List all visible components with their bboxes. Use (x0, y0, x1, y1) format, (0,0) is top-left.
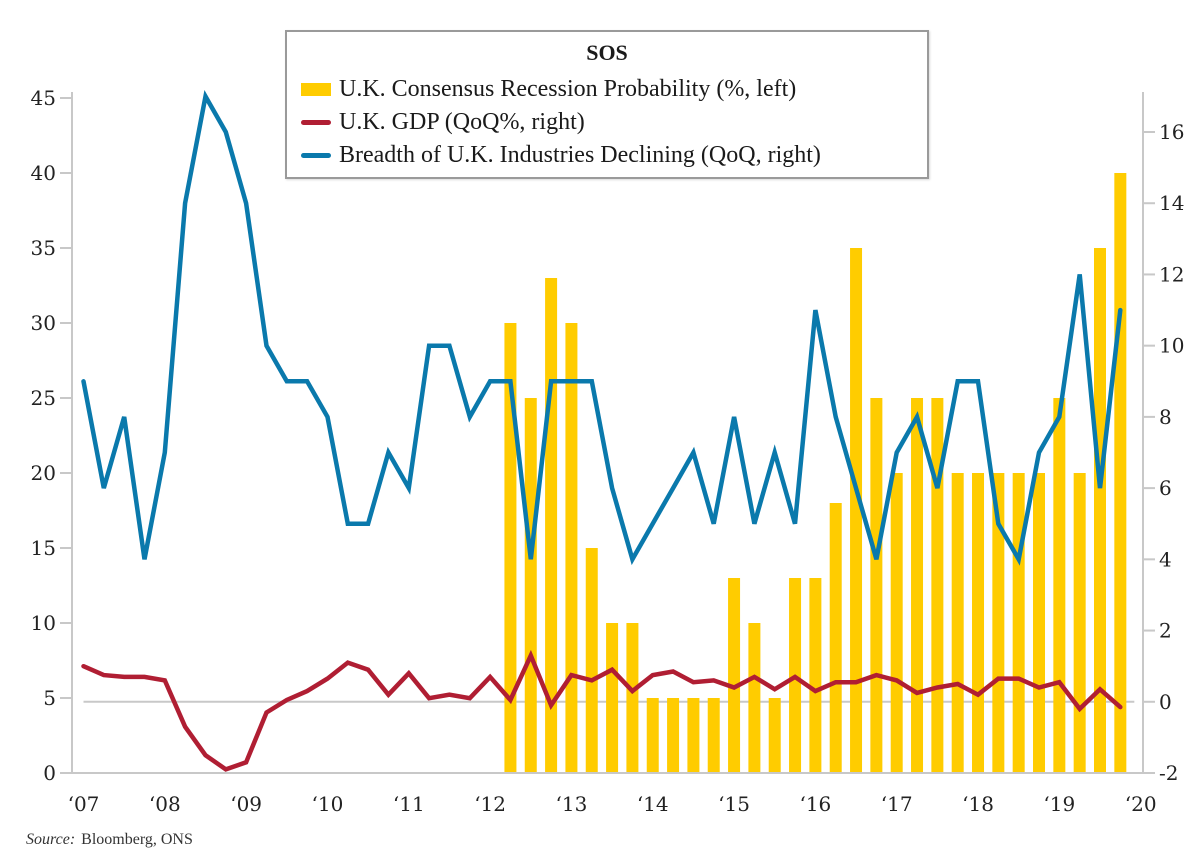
source-label: Source: (26, 831, 76, 848)
x-tick-label: ‘15 (718, 792, 750, 816)
legend-swatch-line-icon (301, 119, 331, 125)
right-axis: -2 0 2 4 6 8 10 12 14 16 (1142, 92, 1184, 785)
right-tick-label: 6 (1159, 476, 1172, 500)
recession-probability-bar (829, 503, 842, 773)
source-text: Bloomberg, ONS (81, 831, 193, 848)
x-tick-label: ‘20 (1125, 792, 1157, 816)
gdp-line (81, 649, 1123, 772)
right-tick-label: -2 (1159, 761, 1178, 785)
recession-probability-bar (524, 398, 537, 773)
left-tick-label: 40 (31, 161, 56, 185)
recession-probability-bar (606, 623, 619, 773)
left-tick-label: 0 (43, 761, 56, 785)
left-tick-label: 35 (31, 236, 56, 260)
recession-probability-bar (992, 473, 1005, 773)
recession-probability-bar (890, 473, 903, 773)
legend-swatch-line-icon (301, 152, 331, 158)
recession-probability-bar (951, 473, 964, 773)
x-tick-label: ‘10 (312, 792, 344, 816)
legend-item-gdp: U.K. GDP (QoQ%, right) (301, 107, 585, 137)
recession-probability-bar (626, 623, 639, 773)
recession-probability-bar (585, 548, 598, 773)
right-tick-label: 0 (1159, 690, 1172, 714)
legend-item-breadth: Breadth of U.K. Industries Declining (Qo… (301, 140, 821, 170)
right-tick-label: 2 (1159, 619, 1172, 643)
left-axis: 0 5 10 15 20 25 30 35 40 45 (31, 86, 73, 785)
recession-probability-bar (728, 578, 741, 773)
recession-probability-bar (870, 398, 883, 773)
recession-probability-bar (667, 698, 680, 773)
recession-probability-bar (565, 323, 578, 773)
source-note: Source: Bloomberg, ONS (26, 831, 193, 849)
recession-probability-bar (850, 248, 863, 773)
x-tick-label: ‘13 (556, 792, 588, 816)
x-tick-label: ‘17 (881, 792, 913, 816)
recession-probability-bar (1073, 473, 1086, 773)
recession-probability-bar (748, 623, 761, 773)
left-tick-label: 5 (43, 686, 56, 710)
recession-probability-bars (504, 173, 1127, 773)
breadth-line (81, 89, 1123, 566)
x-tick-label: ‘16 (799, 792, 831, 816)
breadth-line-series (81, 89, 1123, 566)
recession-probability-bar (646, 698, 659, 773)
x-tick-label: ‘09 (230, 792, 262, 816)
left-tick-label: 45 (31, 86, 56, 110)
gdp-line-series (81, 649, 1123, 772)
right-tick-label: 16 (1159, 120, 1184, 144)
x-tick-label: ‘19 (1043, 792, 1075, 816)
x-tick-label: ‘12 (474, 792, 506, 816)
recession-probability-bar (1094, 248, 1106, 773)
recession-probability-bar (972, 473, 985, 773)
legend-label: U.K. Consensus Recession Probability (%,… (339, 75, 797, 102)
recession-probability-bar (1053, 398, 1066, 773)
x-axis: ‘07 ‘08 ‘09 ‘10 ‘11 ‘12 ‘13 ‘14 ‘15 ‘16 ‘17 ‘18 ‘19 ‘… (68, 772, 1157, 816)
right-tick-label: 8 (1159, 405, 1172, 429)
x-tick-label: ‘14 (637, 792, 669, 816)
left-tick-label: 15 (31, 536, 56, 560)
recession-probability-bar (707, 698, 720, 773)
recession-probability-bar (1033, 473, 1046, 773)
legend-label: Breadth of U.K. Industries Declining (Qo… (339, 141, 821, 168)
recession-probability-bar (809, 578, 822, 773)
x-tick-label: ‘11 (393, 792, 425, 816)
x-tick-label: ‘07 (68, 792, 100, 816)
legend-label: U.K. GDP (QoQ%, right) (339, 108, 585, 135)
recession-probability-bar (911, 398, 924, 773)
legend: SOS U.K. Consensus Recession Probability… (285, 30, 929, 179)
chart-title: SOS (586, 40, 628, 65)
x-tick-label: ‘18 (962, 792, 994, 816)
right-tick-label: 14 (1159, 191, 1184, 215)
x-tick-label: ‘08 (149, 792, 181, 816)
recession-probability-bar (687, 698, 700, 773)
left-tick-label: 30 (31, 311, 56, 335)
left-tick-label: 10 (31, 611, 56, 635)
recession-probability-bar (931, 398, 944, 773)
right-tick-label: 12 (1159, 262, 1184, 286)
legend-swatch-bar-icon (301, 82, 331, 96)
recession-probability-bar (504, 323, 517, 773)
left-tick-label: 25 (31, 386, 56, 410)
recession-probability-bar (1012, 473, 1025, 773)
right-tick-label: 10 (1159, 334, 1184, 358)
recession-probability-bar (1114, 173, 1127, 773)
left-tick-label: 20 (31, 461, 56, 485)
legend-item-recession-probability: U.K. Consensus Recession Probability (%,… (301, 74, 796, 104)
recession-probability-bar (768, 698, 781, 773)
right-tick-label: 4 (1159, 547, 1172, 571)
